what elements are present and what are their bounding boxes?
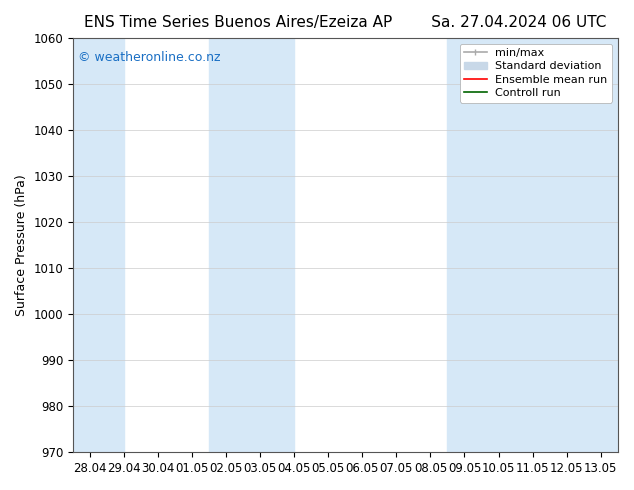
Bar [448, 38, 618, 452]
Bar [209, 38, 294, 452]
Bar [73, 38, 124, 452]
Y-axis label: Surface Pressure (hPa): Surface Pressure (hPa) [15, 174, 28, 316]
Legend: min/max, Standard deviation, Ensemble mean run, Controll run: min/max, Standard deviation, Ensemble me… [460, 44, 612, 102]
Text: © weatheronline.co.nz: © weatheronline.co.nz [79, 50, 221, 64]
Title: ENS Time Series Buenos Aires/Ezeiza AP        Sa. 27.04.2024 06 UTC: ENS Time Series Buenos Aires/Ezeiza AP S… [84, 15, 607, 30]
